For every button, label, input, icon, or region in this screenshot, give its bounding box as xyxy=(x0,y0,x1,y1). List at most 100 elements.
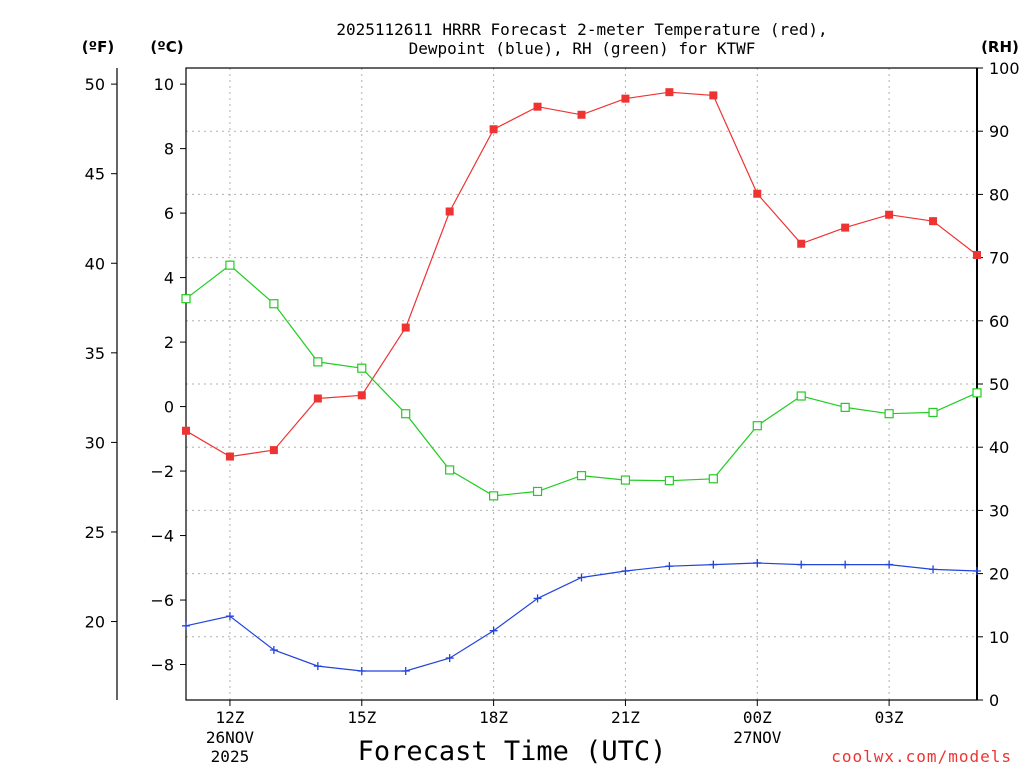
rh-data-point xyxy=(620,475,631,485)
rh-data-point xyxy=(181,294,191,304)
rh-data-point xyxy=(796,391,806,401)
x-tick-label: 18Z xyxy=(479,708,508,727)
dewpoint-data-point xyxy=(489,626,498,635)
celsius-tick-label: 0 xyxy=(164,398,174,417)
celsius-tick-label: 2 xyxy=(164,333,174,352)
x-tick-year-label: 2025 xyxy=(211,747,250,766)
rh-data-point xyxy=(489,491,499,501)
temperature-data-point xyxy=(973,251,981,260)
rh-tick-label: 10 xyxy=(989,628,1009,647)
chart-title-line1: 2025112611 HRRR Forecast 2-meter Tempera… xyxy=(336,20,827,39)
rh-tick-label: 100 xyxy=(989,59,1020,78)
dewpoint-data-point xyxy=(182,621,190,630)
x-tick-date-label: 27NOV xyxy=(733,728,782,747)
rh-data-point xyxy=(664,476,674,486)
rh-data-point xyxy=(884,409,894,419)
temperature-data-point xyxy=(357,391,366,400)
rh-data-point xyxy=(532,486,543,497)
temperature-data-point xyxy=(313,394,322,403)
x-tick-label: 03Z xyxy=(875,708,904,727)
dewpoint-data-point xyxy=(401,666,410,675)
rh-data-point xyxy=(928,407,938,418)
rh-data-point xyxy=(357,363,367,373)
dewpoint-data-point xyxy=(445,654,454,663)
dewpoint-data-point xyxy=(621,567,630,576)
celsius-tick-label: 10 xyxy=(154,75,174,94)
x-tick-date-label: 26NOV xyxy=(206,728,255,747)
rh-series-line xyxy=(185,264,978,497)
fahrenheit-tick-label: 50 xyxy=(85,75,105,94)
rh-data-point xyxy=(752,421,762,431)
celsius-unit-label: (ºC) xyxy=(150,38,183,56)
rh-data-point xyxy=(840,402,850,412)
temperature-data-point xyxy=(225,452,234,461)
dewpoint-data-point xyxy=(577,573,586,582)
dewpoint-data-point xyxy=(973,567,981,576)
x-tick-label: 15Z xyxy=(347,708,376,727)
temperature-data-point xyxy=(269,446,278,455)
rh-unit-label: (RH) xyxy=(981,38,1019,56)
temperature-data-point xyxy=(709,91,718,100)
celsius-tick-label: 4 xyxy=(164,269,174,288)
rh-tick-label: 60 xyxy=(989,312,1009,331)
fahrenheit-tick-label: 20 xyxy=(85,613,105,632)
celsius-tick-label: 8 xyxy=(164,140,174,159)
dewpoint-data-point xyxy=(313,662,322,671)
rh-tick-label: 0 xyxy=(989,691,999,710)
rh-data-point xyxy=(269,299,279,309)
dewpoint-data-point xyxy=(225,612,234,621)
rh-data-point xyxy=(972,388,982,398)
x-axis-label: Forecast Time (UTC) xyxy=(358,736,667,767)
celsius-tick-label: −8 xyxy=(150,656,174,675)
rh-data-point xyxy=(708,474,718,484)
rh-tick-label: 20 xyxy=(989,565,1009,584)
chart-title-line2: Dewpoint (blue), RH (green) for KTWF xyxy=(409,39,756,58)
fahrenheit-tick-label: 30 xyxy=(85,433,105,452)
dewpoint-data-point xyxy=(357,666,366,675)
rh-tick-label: 50 xyxy=(989,375,1009,394)
grid-lines xyxy=(186,68,977,700)
dewpoint-data-point xyxy=(885,560,894,569)
dewpoint-data-point xyxy=(929,565,938,574)
watermark-text: coolwx.com/models xyxy=(831,747,1012,766)
dewpoint-data-point xyxy=(841,560,850,569)
rh-tick-label: 30 xyxy=(989,501,1009,520)
rh-tick-label: 40 xyxy=(989,438,1009,457)
rh-data-point xyxy=(445,465,455,475)
celsius-tick-label: −6 xyxy=(150,591,174,610)
rh-data-point xyxy=(313,357,323,367)
dewpoint-data-point xyxy=(753,558,762,567)
temperature-data-point xyxy=(577,110,586,119)
rh-tick-label: 70 xyxy=(989,249,1009,268)
rh-data-point xyxy=(576,471,587,481)
celsius-tick-label: −4 xyxy=(150,527,174,546)
temperature-series-line xyxy=(185,91,978,458)
temperature-data-point xyxy=(621,94,630,103)
x-tick-label: 21Z xyxy=(611,708,640,727)
temperature-data-point xyxy=(445,207,454,216)
rh-data-point xyxy=(225,260,235,270)
celsius-tick-label: −2 xyxy=(150,462,174,481)
rh-tick-label: 90 xyxy=(989,122,1009,141)
dewpoint-data-point xyxy=(269,646,278,655)
dewpoint-data-point xyxy=(665,562,674,571)
temperature-data-point xyxy=(533,102,542,111)
fahrenheit-tick-label: 35 xyxy=(85,344,105,363)
dewpoint-data-point xyxy=(533,594,542,603)
rh-tick-label: 80 xyxy=(989,185,1009,204)
temperature-data-point xyxy=(929,217,938,226)
data-series xyxy=(181,88,982,675)
celsius-tick-label: 6 xyxy=(164,204,174,223)
fahrenheit-tick-label: 40 xyxy=(85,254,105,273)
x-tick-label: 12Z xyxy=(215,708,244,727)
x-tick-label: 00Z xyxy=(743,708,772,727)
temperature-data-point xyxy=(841,223,850,232)
rh-data-point xyxy=(401,409,411,419)
fahrenheit-tick-label: 45 xyxy=(85,165,105,184)
temperature-data-point xyxy=(753,189,762,198)
fahrenheit-unit-label: (ºF) xyxy=(82,38,114,56)
temperature-data-point xyxy=(401,323,410,332)
temperature-data-point xyxy=(489,125,498,134)
